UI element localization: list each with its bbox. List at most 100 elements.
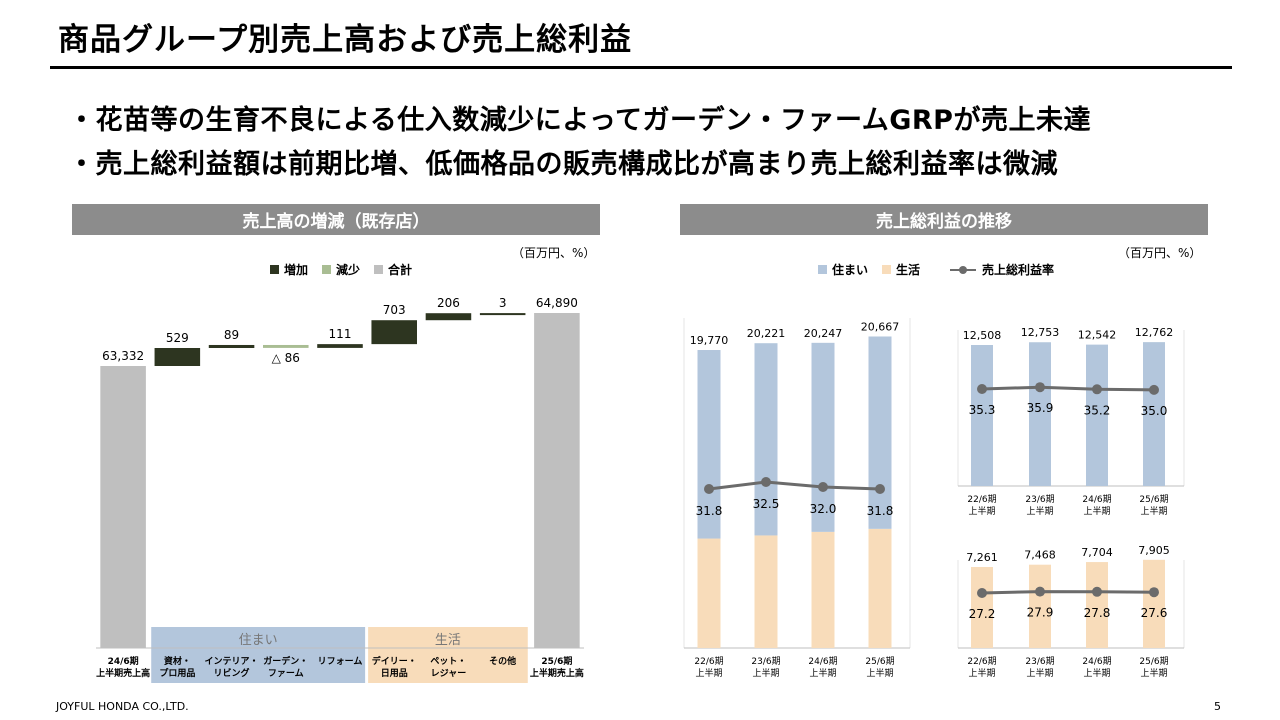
legend-decrease-swatch xyxy=(322,265,332,274)
waterfall-data-label-0: 63,332 xyxy=(102,349,144,363)
waterfall-data-label-8: 64,890 xyxy=(536,296,578,310)
seikatsu-chart-category-label-0-line-1: 上半期 xyxy=(968,667,995,679)
stacked-total-label-3: 20,667 xyxy=(861,320,900,333)
group-band-1 xyxy=(368,627,528,683)
stacked-category-label-1-line-1: 上半期 xyxy=(752,667,779,679)
sumai-chart-bar-3 xyxy=(1143,342,1165,486)
sumai-chart-rate-line xyxy=(981,385,1155,392)
stacked-category-label-1-line-0: 23/6期 xyxy=(751,656,780,667)
waterfall-category-label-5-line-1: 日用品 xyxy=(381,668,408,679)
waterfall-data-label-1: 529 xyxy=(166,331,189,345)
stacked-rate-label-1: 32.5 xyxy=(753,497,780,511)
waterfall-category-label-7-line-0: その他 xyxy=(489,655,516,667)
waterfall-data-label-5: 703 xyxy=(383,303,406,317)
legend-sumai-swatch xyxy=(818,265,827,274)
seikatsu-chart-rate-point-3 xyxy=(1149,587,1159,598)
sumai-chart-rate-label-0: 35.3 xyxy=(969,403,996,417)
waterfall-bar-0 xyxy=(100,366,146,648)
footer-company: JOYFUL HONDA CO.,LTD. xyxy=(56,700,189,713)
sumai-chart-rate-point-2 xyxy=(1092,384,1102,395)
sumai-chart-category-label-1-line-0: 23/6期 xyxy=(1025,494,1054,505)
left-panel-header-text: 売上高の増減（既存店） xyxy=(242,212,430,232)
sumai-chart-rate-label-2: 35.2 xyxy=(1084,403,1111,417)
legend-seikatsu-swatch xyxy=(882,265,892,274)
title-rule xyxy=(50,66,1232,69)
sumai-chart-rate-point-1 xyxy=(1035,382,1045,393)
seikatsu-chart-rate-line xyxy=(981,590,1155,595)
waterfall-bar-5 xyxy=(371,320,417,345)
waterfall-bar-1 xyxy=(154,348,201,366)
sumai-chart-rate-point-0 xyxy=(977,384,987,394)
stacked-category-label-3-line-1: 上半期 xyxy=(866,667,893,679)
sumai-chart-category-label-0-line-1: 上半期 xyxy=(968,505,995,517)
stacked-rate-label-0: 31.8 xyxy=(696,504,723,518)
sumai-chart-rate-label-1: 35.9 xyxy=(1027,401,1054,415)
seikatsu-chart-category-label-3-line-1: 上半期 xyxy=(1140,667,1167,679)
stacked-category-label-3-line-0: 25/6期 xyxy=(865,656,894,667)
waterfall-category-label-3-line-0: ガーデン・ xyxy=(263,655,308,667)
legend-increase: 増加 xyxy=(270,261,308,278)
legend-rate-label: 売上総利益率 xyxy=(982,263,1055,277)
stacked-bar-sumai-1 xyxy=(754,343,778,536)
sumai-chart-bar-0 xyxy=(971,345,993,486)
seikatsu-chart-rate-label-0: 27.2 xyxy=(969,607,996,621)
seikatsu-chart-rate-point-1 xyxy=(1035,586,1045,597)
bullet-1: ・花苗等の生育不良による仕入数減少によってガーデン・ファームGRPが売上未達 xyxy=(68,105,1091,136)
waterfall-category-label-0-line-1: 上半期売上高 xyxy=(96,667,150,679)
left-unit-label: （百万円、%） xyxy=(512,246,596,260)
sumai-chart-rate-point-3 xyxy=(1149,384,1159,395)
waterfall-data-label-6: 206 xyxy=(437,296,460,310)
waterfall-category-label-8-line-1: 上半期売上高 xyxy=(530,667,584,679)
legend-increase-swatch xyxy=(270,265,279,274)
waterfall-category-label-2-line-0: インテリア・ xyxy=(205,656,259,667)
sumai-chart-category-label-3-line-0: 25/6期 xyxy=(1139,494,1168,505)
stacked-total-label-1: 20,221 xyxy=(747,327,786,340)
seikatsu-chart-rate-point-2 xyxy=(1092,586,1102,597)
sumai-chart-data-label-1: 12,753 xyxy=(1021,326,1060,339)
sumai-chart-data-label-3: 12,762 xyxy=(1135,326,1174,339)
waterfall-data-label-4: 111 xyxy=(329,327,352,341)
seikatsu-chart-data-label-0: 7,261 xyxy=(966,551,998,564)
legend-total-label: 合計 xyxy=(388,263,413,277)
stacked-bar-sumai-2 xyxy=(811,342,835,532)
seikatsu-chart-bar-0 xyxy=(971,567,993,648)
page-number: 5 xyxy=(1214,700,1221,713)
seikatsu-chart-data-label-1: 7,468 xyxy=(1024,549,1056,562)
waterfall-data-label-3: △ 86 xyxy=(272,351,300,365)
stacked-rate-label-3: 31.8 xyxy=(867,504,894,518)
seikatsu-chart-data-label-2: 7,704 xyxy=(1081,546,1113,559)
left-panel-header: 売上高の増減（既存店） xyxy=(72,204,600,235)
seikatsu-chart-rate-label-3: 27.6 xyxy=(1141,606,1168,620)
legend-increase-label: 増加 xyxy=(284,263,309,277)
seikatsu-chart-category-label-2-line-0: 24/6期 xyxy=(1082,656,1111,667)
waterfall-category-label-1-line-1: プロ用品 xyxy=(159,667,195,679)
stacked-bar-sumai-0 xyxy=(697,350,721,539)
stacked-rate-point-0 xyxy=(704,484,714,494)
sumai-chart-category-label-2-line-0: 24/6期 xyxy=(1082,494,1111,505)
legend-sumai: 住まい xyxy=(818,261,868,278)
stacked-rate-point-3 xyxy=(875,484,885,494)
group-band-0 xyxy=(151,627,366,683)
waterfall-category-label-6-line-1: レジャー xyxy=(431,668,467,679)
right-panel-header-text: 売上総利益の推移 xyxy=(876,212,1012,232)
legend-total: 合計 xyxy=(374,261,412,278)
waterfall-category-label-4-line-0: リフォーム xyxy=(318,656,363,667)
waterfall-bar-6 xyxy=(425,313,472,321)
stacked-bar-sumai-3 xyxy=(868,336,892,529)
right-panel-header: 売上総利益の推移 xyxy=(680,204,1208,235)
right-legend: 住まい 生活 売上総利益率 xyxy=(818,261,1068,278)
stacked-rate-line xyxy=(708,480,881,491)
seikatsu-chart-category-label-1-line-1: 上半期 xyxy=(1026,667,1053,679)
waterfall-data-label-7: 3 xyxy=(499,296,507,310)
sumai-chart-bar-1 xyxy=(1029,342,1051,486)
seikatsu-chart-category-label-0-line-0: 22/6期 xyxy=(967,656,996,667)
group-band-label-0: 住まい xyxy=(239,633,278,648)
seikatsu-chart-bar-3 xyxy=(1143,559,1165,648)
stacked-category-label-2-line-1: 上半期 xyxy=(809,667,836,679)
sumai-chart-bar-2 xyxy=(1086,344,1108,486)
stacked-rate-label-2: 32.0 xyxy=(810,502,837,516)
page-title: 商品グループ別売上高および売上総利益 xyxy=(58,22,633,58)
seikatsu-chart-bar-1 xyxy=(1029,564,1051,648)
legend-decrease: 減少 xyxy=(322,261,360,278)
